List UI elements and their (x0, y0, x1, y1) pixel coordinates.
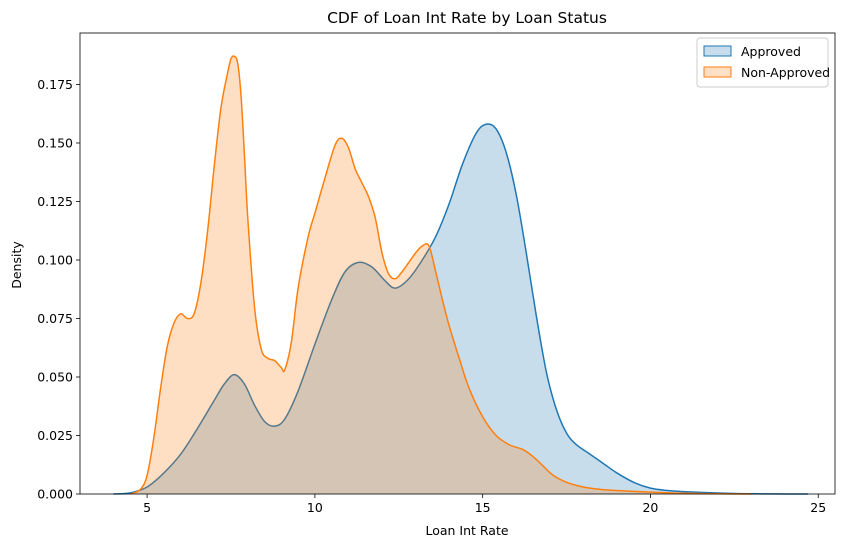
y-tick-label: 0.025 (37, 428, 73, 443)
x-tick-label: 20 (642, 500, 658, 515)
y-tick-label: 0.075 (37, 311, 73, 326)
y-tick-label: 0.125 (37, 194, 73, 209)
series-area-non-approved (130, 56, 752, 495)
legend-box (696, 37, 829, 88)
x-tick-label: 25 (810, 500, 826, 515)
legend-label-approved: Approved (741, 44, 801, 59)
y-tick-label: 0.050 (37, 369, 73, 384)
series-line-approved (113, 123, 809, 495)
x-tick-label: 15 (475, 500, 491, 515)
series-area-approved (113, 123, 809, 494)
x-axis-label: Loan Int Rate (425, 523, 508, 538)
legend-swatch-approved (703, 45, 732, 57)
legend-label-non-approved: Non-Approved (741, 65, 830, 80)
legend-swatch-non-approved (703, 66, 732, 78)
axes-frame (79, 32, 836, 495)
y-axis-label: Density (9, 241, 24, 289)
y-tick-label: 0.175 (37, 77, 73, 92)
plot-area (113, 55, 809, 495)
x-tick-label: 5 (143, 500, 151, 515)
legend: Approved Non-Approved (696, 37, 830, 88)
axes: 5 10 15 20 25 0.000 0.025 0.050 0.075 0.100 0.125 0… (37, 32, 836, 515)
series-line-non-approved (130, 55, 752, 495)
y-tick-label: 0.150 (37, 135, 73, 150)
y-tick-label: 0.000 (37, 487, 73, 502)
x-tick-label: 10 (307, 500, 323, 515)
y-tick-label: 0.100 (37, 252, 73, 267)
chart-title: CDF of Loan Int Rate by Loan Status (327, 9, 607, 27)
